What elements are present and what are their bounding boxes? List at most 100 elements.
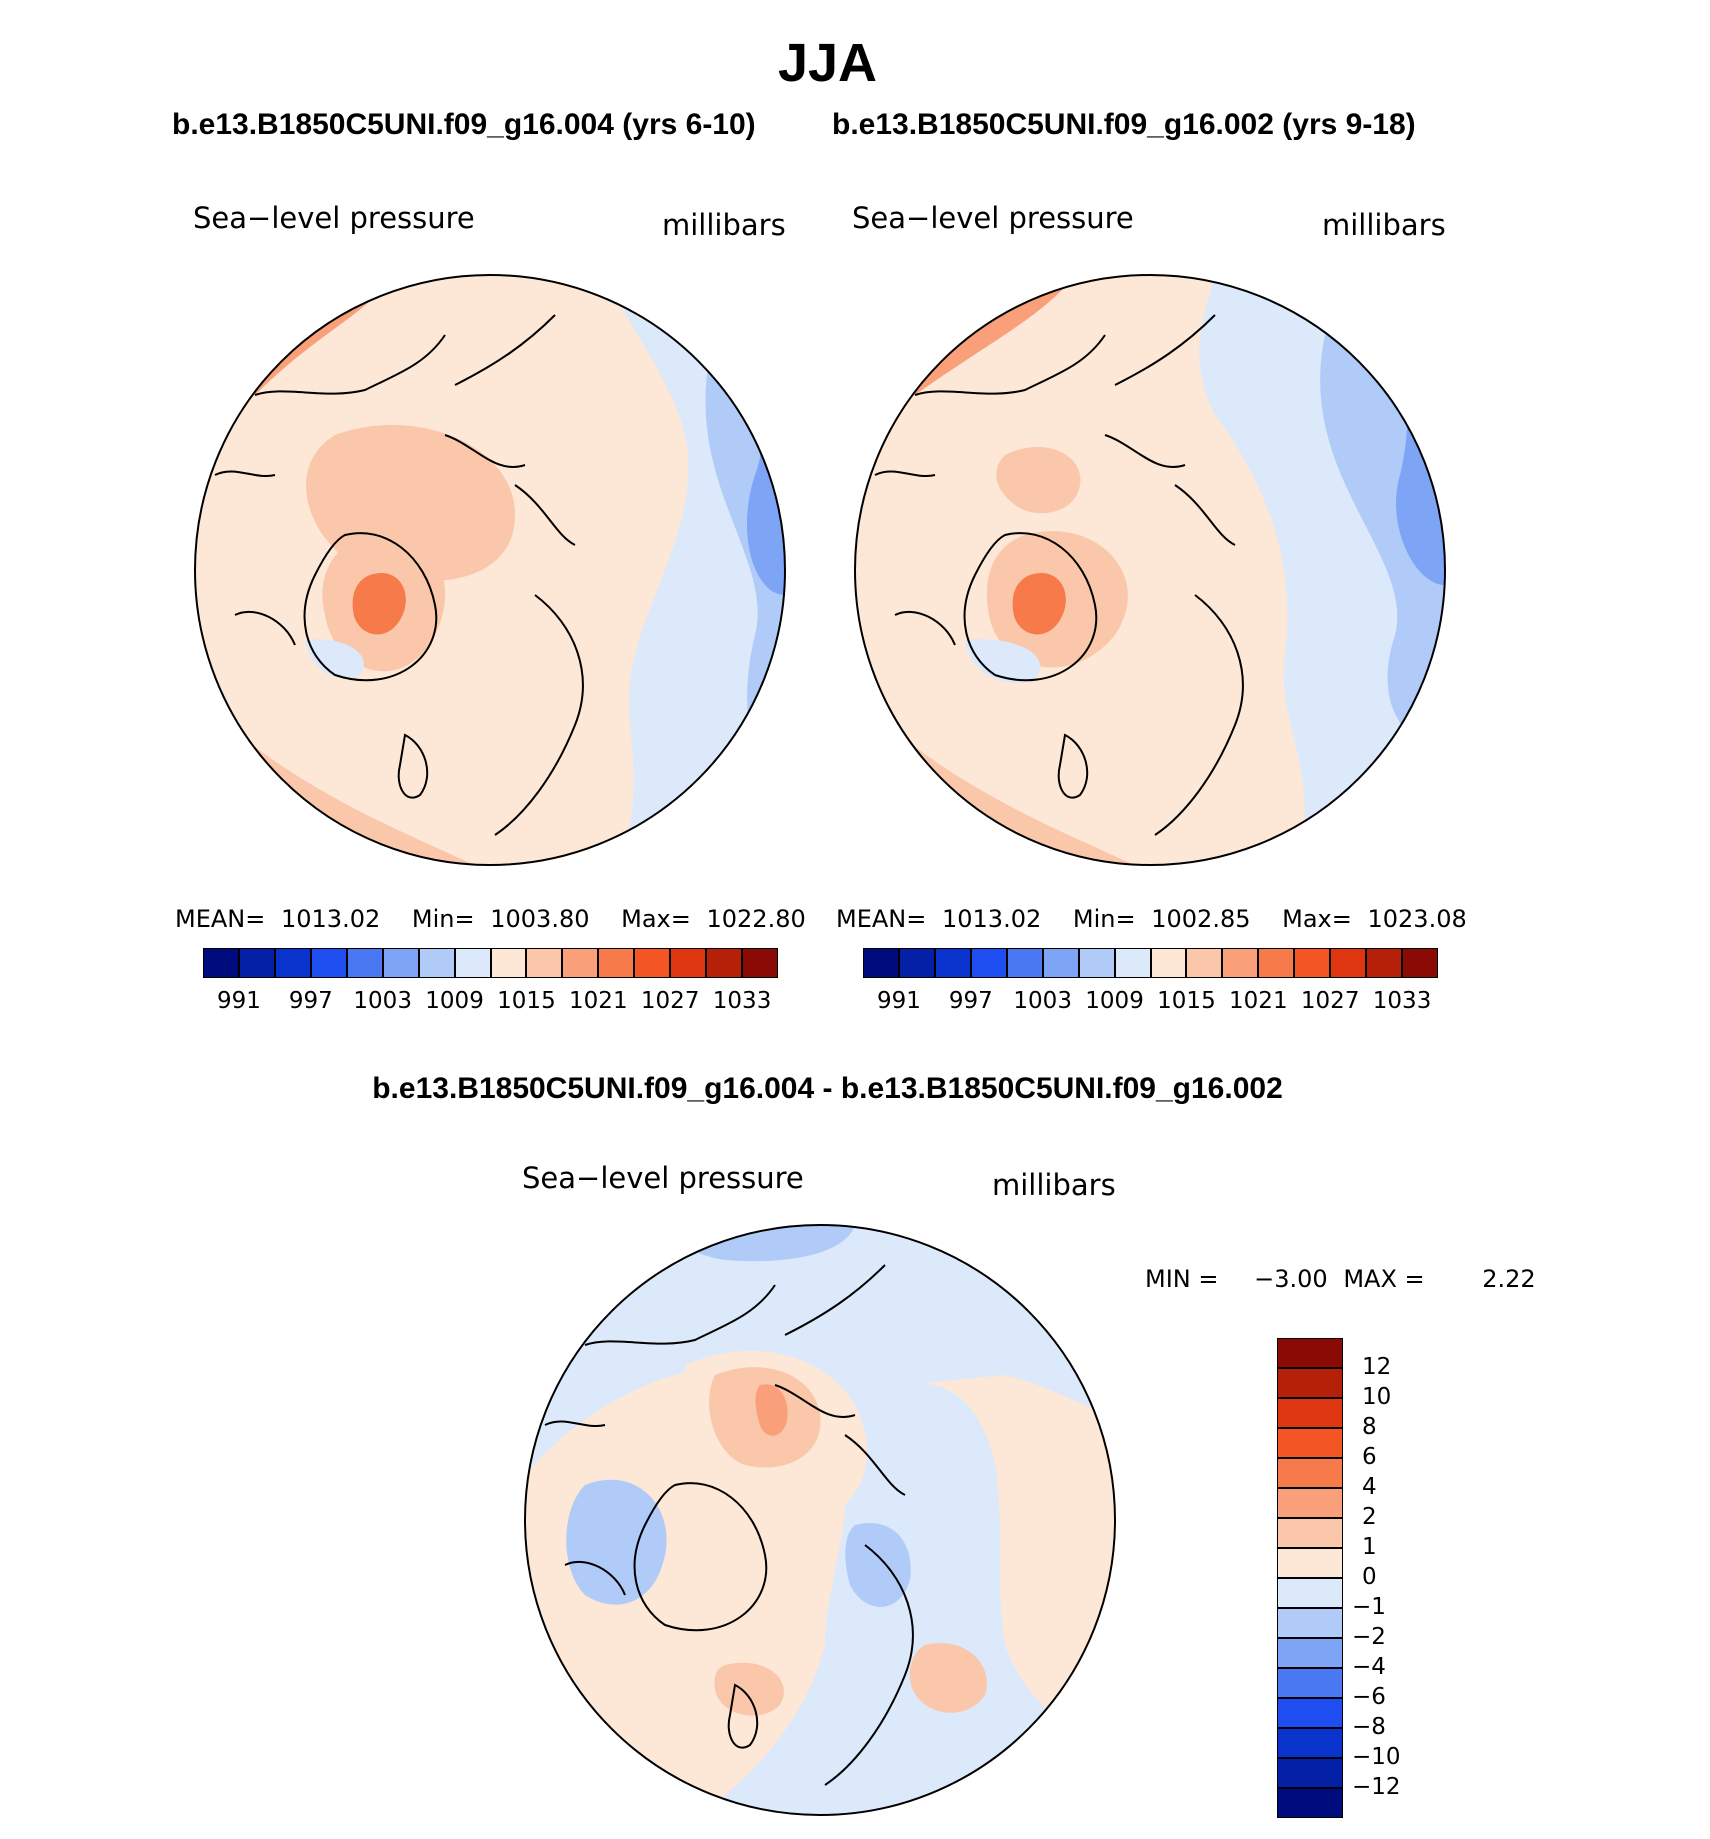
colorbar1-tick-label: 1033 (712, 988, 772, 1014)
panel2-mean-value: 1013.02 (942, 905, 1042, 933)
panel3-stats: MIN = −3.00 MAX = 2.22 (1145, 1265, 1536, 1293)
colorbar-difference-swatch (1277, 1578, 1343, 1608)
colorbar-difference-tick-label: −10 (1352, 1744, 1401, 1770)
colorbar-difference-tick-label: −12 (1352, 1774, 1401, 1800)
panel2-units-label: millibars (1322, 208, 1446, 242)
colorbar-difference-swatch (1277, 1428, 1343, 1458)
colorbar-difference-swatch (1277, 1548, 1343, 1578)
colorbar1-swatch (634, 948, 671, 978)
colorbar-panel1 (203, 948, 778, 978)
panel1-stats: MEAN= 1013.02 Min= 1003.80 Max= 1022.80 (175, 905, 806, 933)
panel1-min-label: Min= (411, 905, 475, 933)
panel2-min-label: Min= (1072, 905, 1136, 933)
colorbar2-swatch (1078, 948, 1115, 978)
colorbar2-tick-label: 1027 (1300, 988, 1360, 1014)
map1-iceland-low (305, 639, 364, 679)
colorbar1-swatch (670, 948, 707, 978)
map-panel1 (194, 274, 786, 866)
colorbar-difference-tick-label: 8 (1362, 1414, 1377, 1440)
panel1-units-label: millibars (662, 208, 786, 242)
colorbar-difference-swatch (1277, 1788, 1343, 1818)
colorbar2-swatch (1258, 948, 1295, 978)
colorbar-panel2-labels: 991 997 1003 1009 1015 1021 1027 1033 (863, 988, 1438, 1018)
colorbar1-tick-label: 991 (216, 988, 261, 1014)
colorbar1-swatch (203, 948, 239, 978)
colorbar1-swatch (598, 948, 635, 978)
colorbar-difference-tick-label: 12 (1362, 1354, 1392, 1380)
colorbar2-swatch (1114, 948, 1151, 978)
map3-europe-high (909, 1643, 987, 1713)
map3-positive-zone-east (905, 1375, 1115, 1765)
colorbar1-tick-label: 1009 (425, 988, 484, 1014)
panel1-mean-value: 1013.02 (281, 905, 381, 933)
map2-arctic-high (996, 446, 1081, 514)
colorbar-difference-tick-label: −2 (1352, 1624, 1386, 1650)
colorbar1-swatch (310, 948, 347, 978)
colorbar-difference-tick-label: −1 (1352, 1594, 1386, 1620)
colorbar-difference-labels: 12 10 8 6 4 2 1 0 −1 −2 −4 −6 −8 −10 −12 (1352, 1338, 1432, 1818)
colorbar1-swatch (742, 948, 778, 978)
panel2-max-label: Max= (1282, 905, 1352, 933)
case1-title: b.e13.B1850C5UNI.f09_g16.004 (yrs 6-10) (172, 108, 756, 141)
colorbar-difference-tick-label: 6 (1362, 1444, 1377, 1470)
colorbar1-tick-label: 1003 (353, 988, 412, 1014)
map3-canada-low (566, 1479, 667, 1605)
map3-siberia-low (845, 1523, 911, 1607)
panel1-max-value: 1022.80 (706, 905, 806, 933)
colorbar2-tick-label: 1021 (1229, 988, 1288, 1014)
colorbar2-swatch (1006, 948, 1043, 978)
map1-boundary (194, 274, 786, 866)
difference-title: b.e13.B1850C5UNI.f09_g16.004 - b.e13.B18… (372, 1072, 1283, 1105)
colorbar-difference-swatch (1277, 1518, 1343, 1548)
colorbar2-swatch (1042, 948, 1079, 978)
colorbar2-tick-label: 1033 (1372, 988, 1432, 1014)
colorbar2-swatch (934, 948, 971, 978)
panel1-mean-label: MEAN= (175, 905, 266, 933)
colorbar2-swatch (970, 948, 1007, 978)
panel2-mean-label: MEAN= (836, 905, 927, 933)
colorbar-panel2 (863, 948, 1438, 978)
colorbar-difference-tick-label: 1 (1362, 1534, 1377, 1560)
colorbar1-swatch (274, 948, 311, 978)
colorbar-difference-swatch (1277, 1458, 1343, 1488)
colorbar1-swatch (562, 948, 599, 978)
colorbar-panel1-labels: 991 997 1003 1009 1015 1021 1027 1033 (203, 988, 778, 1018)
map2-pacific-low (1396, 395, 1445, 585)
colorbar-difference-tick-label: −6 (1352, 1684, 1386, 1710)
colorbar2-swatch (863, 948, 899, 978)
colorbar2-swatch (1294, 948, 1331, 978)
map2-greenland-high-inner (1012, 573, 1066, 635)
colorbar1-tick-label: 1027 (640, 988, 700, 1014)
colorbar-difference-swatch (1277, 1638, 1343, 1668)
panel1-min-value: 1003.80 (490, 905, 590, 933)
colorbar-difference-tick-label: 0 (1362, 1564, 1377, 1590)
colorbar-difference-tick-label: 10 (1362, 1384, 1392, 1410)
colorbar-difference-swatch (1277, 1398, 1343, 1428)
colorbar-difference-tick-label: 4 (1362, 1474, 1377, 1500)
panel3-max-label: MAX = (1343, 1265, 1425, 1293)
map3-boundary (524, 1224, 1116, 1816)
colorbar-difference-swatch (1277, 1758, 1343, 1788)
colorbar2-swatch (1330, 948, 1367, 978)
map1-greenland-high-inner (352, 573, 406, 635)
colorbar-difference-tick-label: −4 (1352, 1654, 1386, 1680)
map2-iceland-low (965, 639, 1041, 684)
colorbar1-swatch (706, 948, 743, 978)
colorbar2-swatch (1366, 948, 1403, 978)
colorbar1-swatch (238, 948, 275, 978)
colorbar-difference-swatch (1277, 1338, 1343, 1368)
colorbar-difference (1277, 1338, 1343, 1818)
map1-coastlines (214, 314, 584, 836)
map-panel2 (854, 274, 1446, 866)
colorbar-difference-swatch (1277, 1368, 1343, 1398)
colorbar-difference-tick-label: −8 (1352, 1714, 1386, 1740)
colorbar1-tick-label: 997 (288, 988, 333, 1014)
colorbar1-swatch (490, 948, 527, 978)
map2-coastlines (874, 314, 1244, 836)
colorbar1-tick-label: 1021 (569, 988, 628, 1014)
panel3-max-value: 2.22 (1482, 1265, 1536, 1293)
map2-boundary (854, 274, 1446, 866)
colorbar1-swatch (454, 948, 491, 978)
panel3-units-label: millibars (992, 1168, 1116, 1202)
panel2-variable-label: Sea−level pressure (852, 201, 1134, 235)
